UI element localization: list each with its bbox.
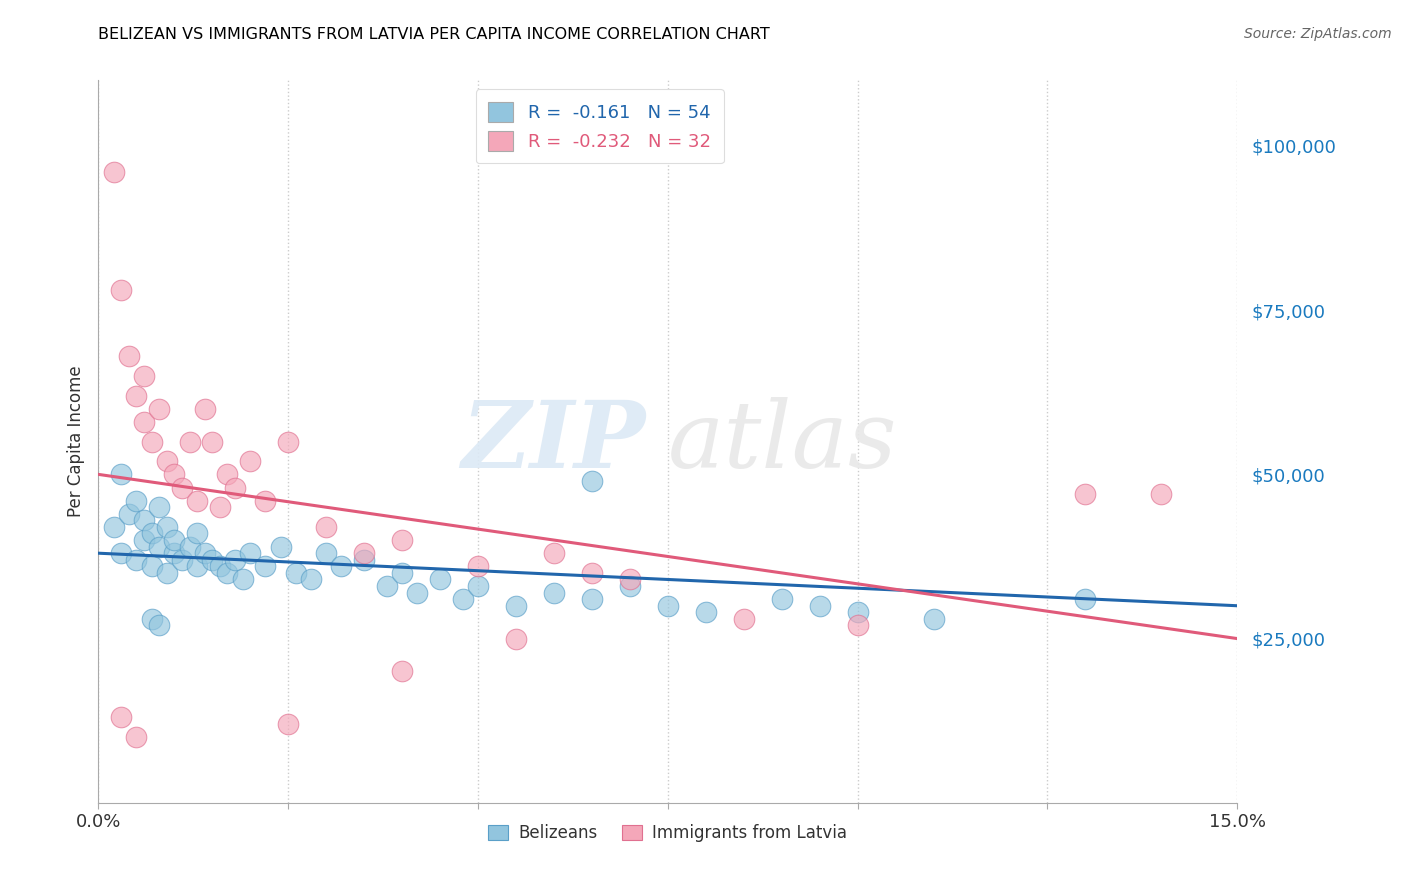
Point	[163, 546, 186, 560]
Text: BELIZEAN VS IMMIGRANTS FROM LATVIA PER CAPITA INCOME CORRELATION CHART: BELIZEAN VS IMMIGRANTS FROM LATVIA PER C…	[98, 27, 770, 42]
Point	[375, 579, 398, 593]
Point	[194, 401, 217, 416]
Point	[391, 533, 413, 547]
Point	[254, 493, 277, 508]
Point	[163, 467, 186, 482]
Point	[353, 546, 375, 560]
Point	[148, 540, 170, 554]
Point	[186, 493, 208, 508]
Point	[315, 546, 337, 560]
Point	[156, 454, 179, 468]
Point	[330, 559, 353, 574]
Point	[217, 566, 239, 580]
Point	[254, 559, 277, 574]
Point	[1074, 487, 1097, 501]
Point	[224, 481, 246, 495]
Point	[141, 612, 163, 626]
Point	[141, 434, 163, 449]
Point	[125, 388, 148, 402]
Point	[118, 349, 141, 363]
Point	[846, 605, 869, 619]
Point	[179, 434, 201, 449]
Point	[110, 710, 132, 724]
Point	[186, 559, 208, 574]
Point	[1074, 592, 1097, 607]
Text: atlas: atlas	[668, 397, 897, 486]
Point	[467, 559, 489, 574]
Point	[208, 559, 231, 574]
Point	[846, 618, 869, 632]
Point	[505, 599, 527, 613]
Point	[543, 546, 565, 560]
Point	[543, 585, 565, 599]
Y-axis label: Per Capita Income: Per Capita Income	[66, 366, 84, 517]
Point	[733, 612, 755, 626]
Text: Source: ZipAtlas.com: Source: ZipAtlas.com	[1244, 27, 1392, 41]
Point	[132, 415, 155, 429]
Point	[808, 599, 831, 613]
Point	[103, 520, 125, 534]
Point	[581, 474, 603, 488]
Point	[451, 592, 474, 607]
Point	[170, 481, 193, 495]
Point	[141, 559, 163, 574]
Point	[770, 592, 793, 607]
Point	[299, 573, 322, 587]
Point	[110, 284, 132, 298]
Point	[239, 546, 262, 560]
Point	[505, 632, 527, 646]
Point	[224, 553, 246, 567]
Point	[315, 520, 337, 534]
Point	[170, 553, 193, 567]
Point	[619, 573, 641, 587]
Point	[270, 540, 292, 554]
Point	[467, 579, 489, 593]
Point	[353, 553, 375, 567]
Point	[232, 573, 254, 587]
Point	[619, 579, 641, 593]
Point	[277, 717, 299, 731]
Point	[125, 553, 148, 567]
Point	[217, 467, 239, 482]
Point	[132, 533, 155, 547]
Point	[186, 526, 208, 541]
Point	[695, 605, 717, 619]
Point	[284, 566, 307, 580]
Point	[110, 546, 132, 560]
Point	[179, 540, 201, 554]
Point	[922, 612, 945, 626]
Point	[148, 401, 170, 416]
Point	[125, 493, 148, 508]
Point	[201, 553, 224, 567]
Point	[194, 546, 217, 560]
Point	[277, 434, 299, 449]
Point	[391, 566, 413, 580]
Point	[118, 507, 141, 521]
Legend: Belizeans, Immigrants from Latvia: Belizeans, Immigrants from Latvia	[482, 817, 853, 848]
Point	[141, 526, 163, 541]
Point	[110, 467, 132, 482]
Text: ZIP: ZIP	[461, 397, 645, 486]
Point	[132, 513, 155, 527]
Point	[132, 368, 155, 383]
Point	[148, 500, 170, 515]
Point	[391, 665, 413, 679]
Point	[156, 520, 179, 534]
Point	[657, 599, 679, 613]
Point	[239, 454, 262, 468]
Point	[581, 566, 603, 580]
Point	[163, 533, 186, 547]
Point	[208, 500, 231, 515]
Point	[103, 165, 125, 179]
Point	[125, 730, 148, 744]
Point	[148, 618, 170, 632]
Point	[429, 573, 451, 587]
Point	[406, 585, 429, 599]
Point	[156, 566, 179, 580]
Point	[1150, 487, 1173, 501]
Point	[201, 434, 224, 449]
Point	[581, 592, 603, 607]
